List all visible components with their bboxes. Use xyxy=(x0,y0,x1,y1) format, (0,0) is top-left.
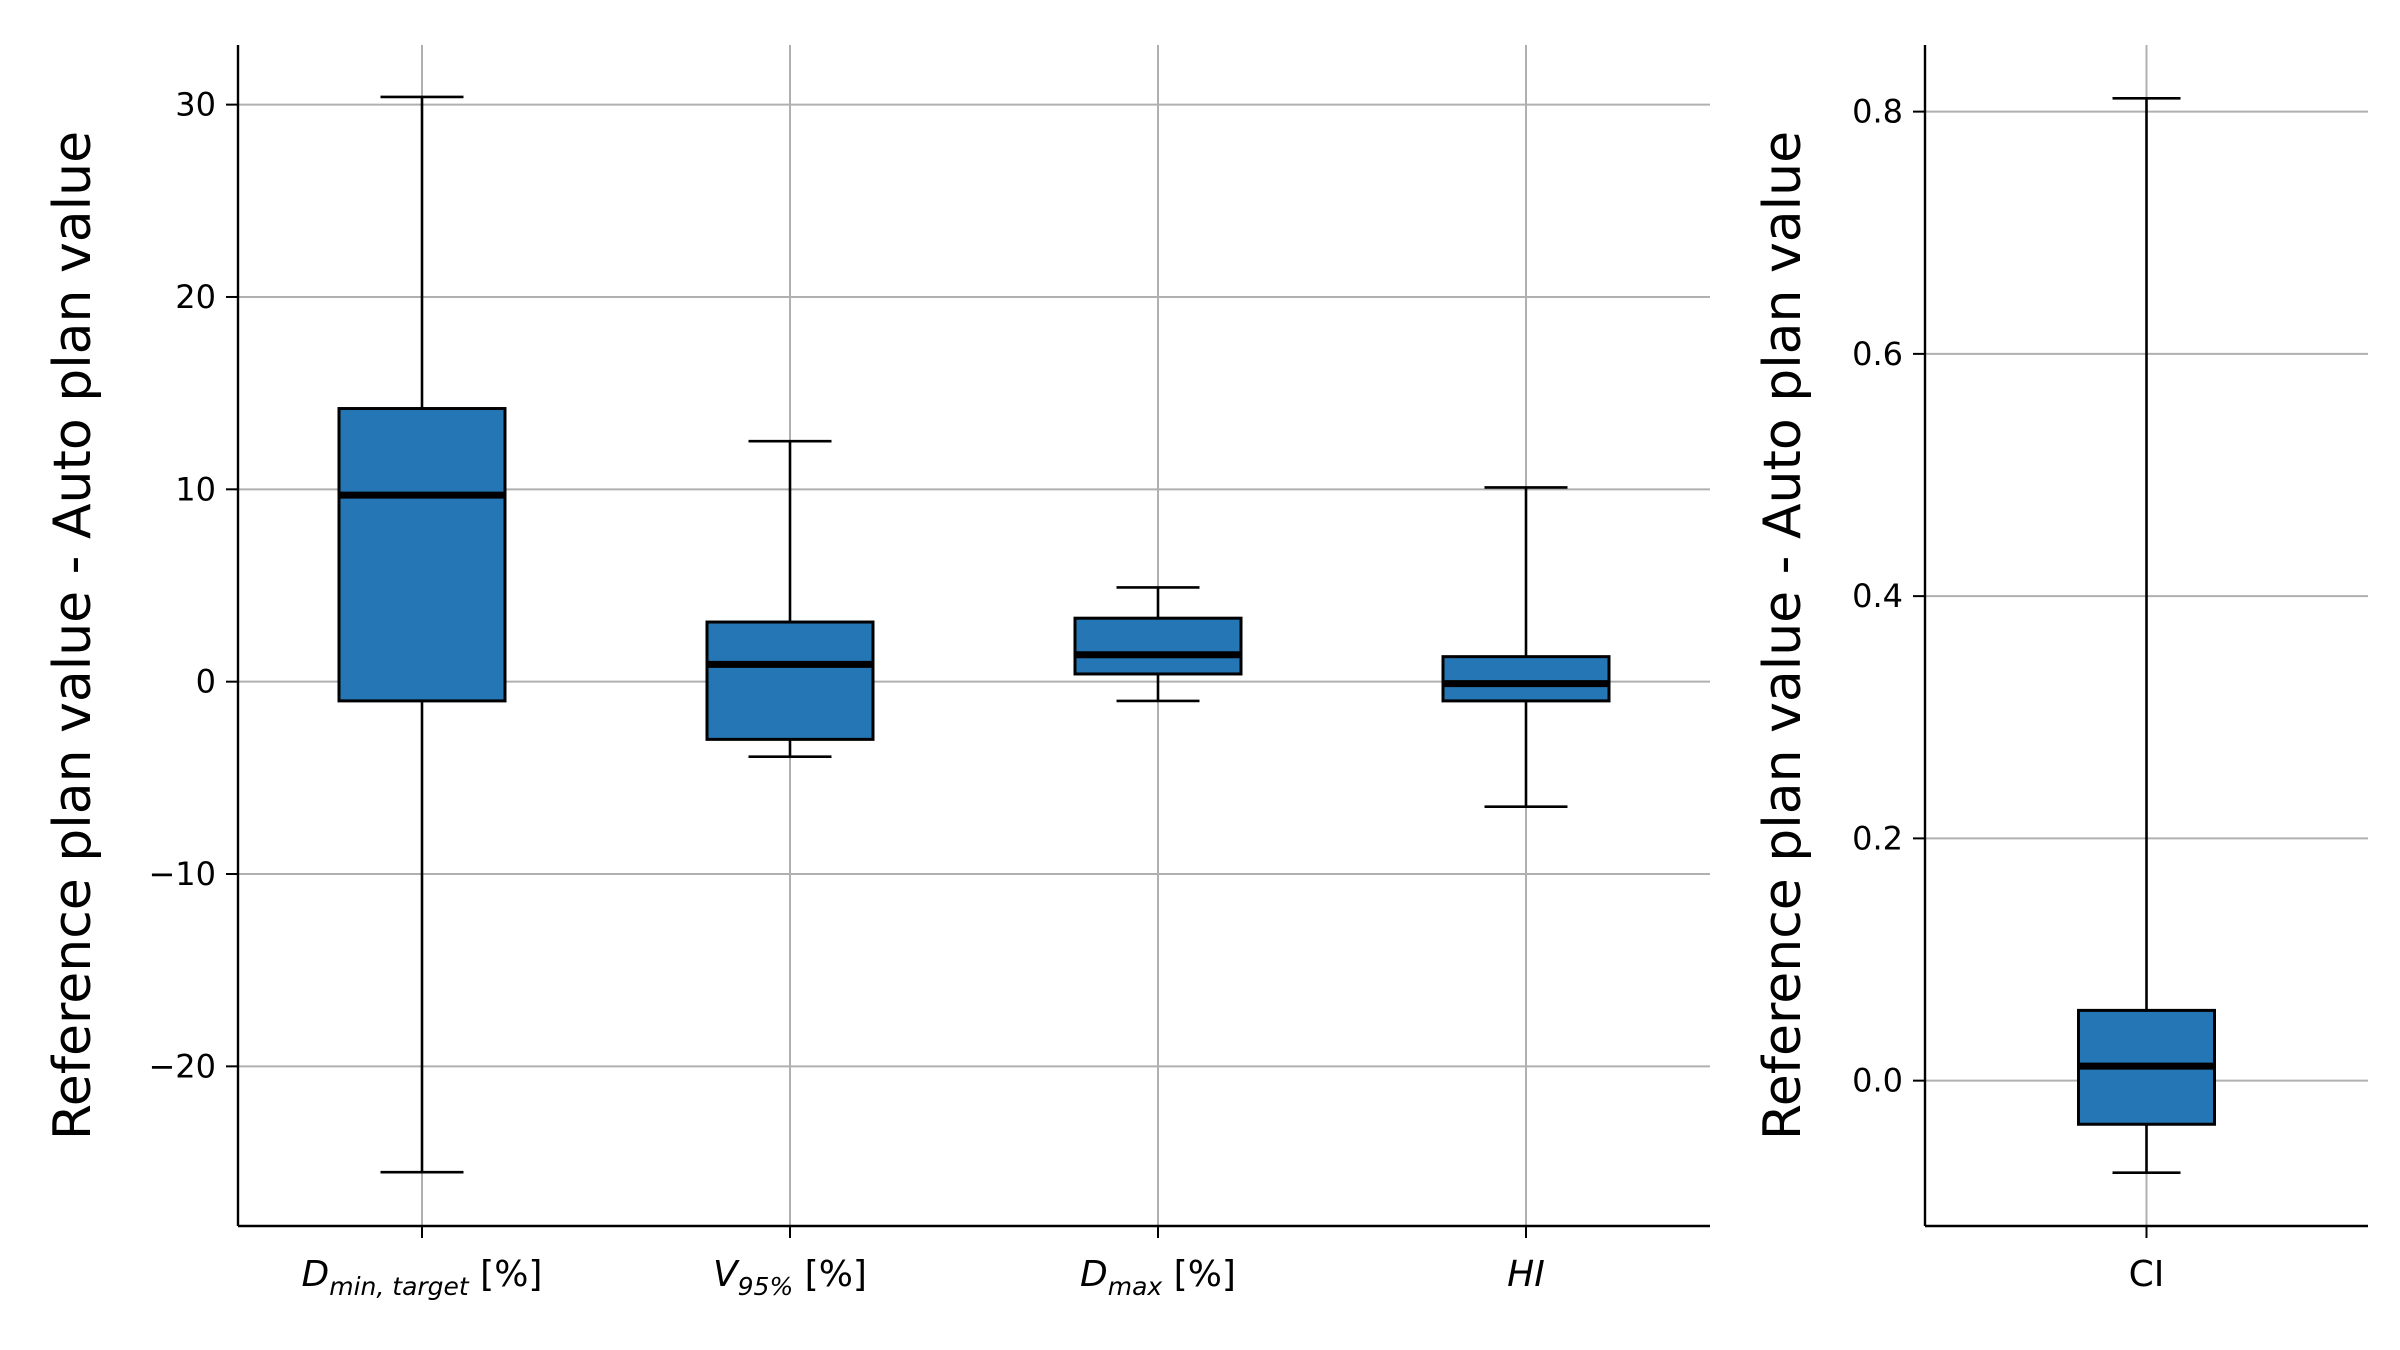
y-tick-label: 0.4 xyxy=(1852,577,1903,615)
y-tick-label: −10 xyxy=(148,855,216,893)
x-tick-label: V95% [%] xyxy=(713,1254,867,1301)
box-0 xyxy=(2077,96,2216,1175)
box-0 xyxy=(337,95,507,1174)
y-tick-label: 0.0 xyxy=(1852,1062,1903,1100)
y-axis-title: Reference plan value - Auto plan value xyxy=(43,131,103,1140)
y-tick-label: 20 xyxy=(175,278,216,316)
plot-panel-left: −20 −10 0 10 20 30 Dmin, target [%] V95% [%] Dma… xyxy=(43,45,1710,1301)
x-tick-label: HI xyxy=(1507,1254,1545,1295)
iqr-box xyxy=(1441,655,1611,703)
y-tick-label: −20 xyxy=(148,1047,216,1085)
plot-panel-right: 0.0 0.2 0.4 0.6 0.8 CI Reference plan value - … xyxy=(1753,45,2368,1295)
iqr-box xyxy=(337,407,507,703)
y-tick-label: 0.2 xyxy=(1852,819,1903,857)
box-3 xyxy=(1441,486,1611,808)
y-tick-label: 0 xyxy=(196,663,216,701)
iqr-box xyxy=(705,620,875,741)
box-2 xyxy=(1073,586,1243,703)
x-tick-label: Dmin, target [%] xyxy=(302,1254,543,1301)
y-tick-label: 10 xyxy=(175,470,216,508)
y-tick-label: 30 xyxy=(175,86,216,124)
iqr-box xyxy=(1073,616,1243,676)
x-tick-label: Dmax [%] xyxy=(1080,1254,1236,1301)
y-axis-title: Reference plan value - Auto plan value xyxy=(1753,131,1813,1140)
y-tick-label: 0.6 xyxy=(1852,335,1903,373)
box-1 xyxy=(705,439,875,758)
y-tick-label: 0.8 xyxy=(1852,93,1903,131)
x-tick-label: CI xyxy=(2129,1254,2165,1295)
